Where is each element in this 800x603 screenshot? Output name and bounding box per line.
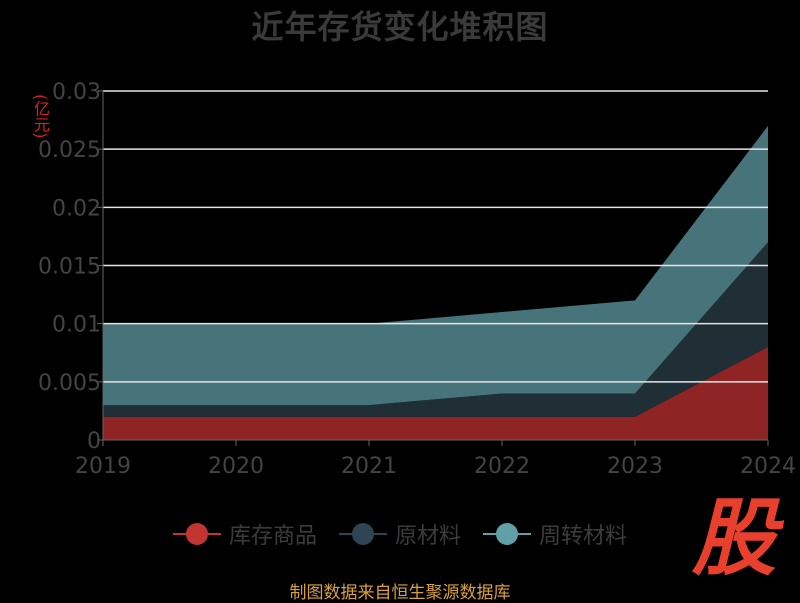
- legend-label: 周转材料: [539, 524, 628, 549]
- stock-logo-watermark: 股: [692, 489, 777, 587]
- legend-marker-icon: [483, 522, 531, 546]
- grid-layer: [103, 90, 768, 383]
- series-area-3: [103, 125, 768, 406]
- axes-layer: 0 0.005 0.01 0.015 0.02 0.025 0.03 2019 2020 2021…: [38, 80, 796, 479]
- y-tick-label-2: 0.005: [38, 371, 101, 396]
- y-tick-label-6: 0.025: [38, 138, 101, 163]
- legend-label: 原材料: [394, 524, 461, 549]
- chart-title: 近年存货变化堆积图: [251, 8, 549, 46]
- legend-dot: [185, 523, 208, 545]
- legend-item-3[interactable]: 周转材料: [483, 518, 627, 550]
- legend-item-2[interactable]: 原材料: [338, 518, 461, 550]
- areas-layer: [103, 125, 768, 440]
- legend-label: 库存商品: [228, 524, 317, 549]
- x-tick-label-2: 2020: [208, 454, 264, 479]
- x-tick-label-4: 2022: [474, 454, 530, 479]
- x-tick-label-6: 2024: [740, 454, 796, 479]
- legend-dot: [351, 523, 374, 545]
- legend-marker-icon: [338, 522, 387, 546]
- y-tick-label-3: 0.01: [52, 313, 101, 338]
- x-tick-label-5: 2023: [607, 454, 663, 479]
- y-tick-label-7: 0.03: [52, 80, 101, 105]
- series-area-1: [103, 346, 768, 440]
- x-tick-label-3: 2021: [341, 454, 397, 479]
- y-tick-label-4: 0.015: [38, 255, 101, 280]
- legend-dot: [496, 523, 518, 545]
- data-source-note: 制图数据来自恒生聚源数据库: [289, 583, 511, 603]
- y-axis-unit-label: (亿元): [31, 94, 50, 139]
- x-tick-label-1: 2019: [75, 454, 131, 479]
- legend: 库存商品 原材料 周转材料: [0, 512, 800, 556]
- y-tick-label-5: 0.02: [52, 196, 101, 221]
- legend-marker-icon: [172, 522, 221, 546]
- y-tick-label-1: 0: [87, 429, 101, 454]
- legend-item-1[interactable]: 库存商品: [172, 518, 317, 550]
